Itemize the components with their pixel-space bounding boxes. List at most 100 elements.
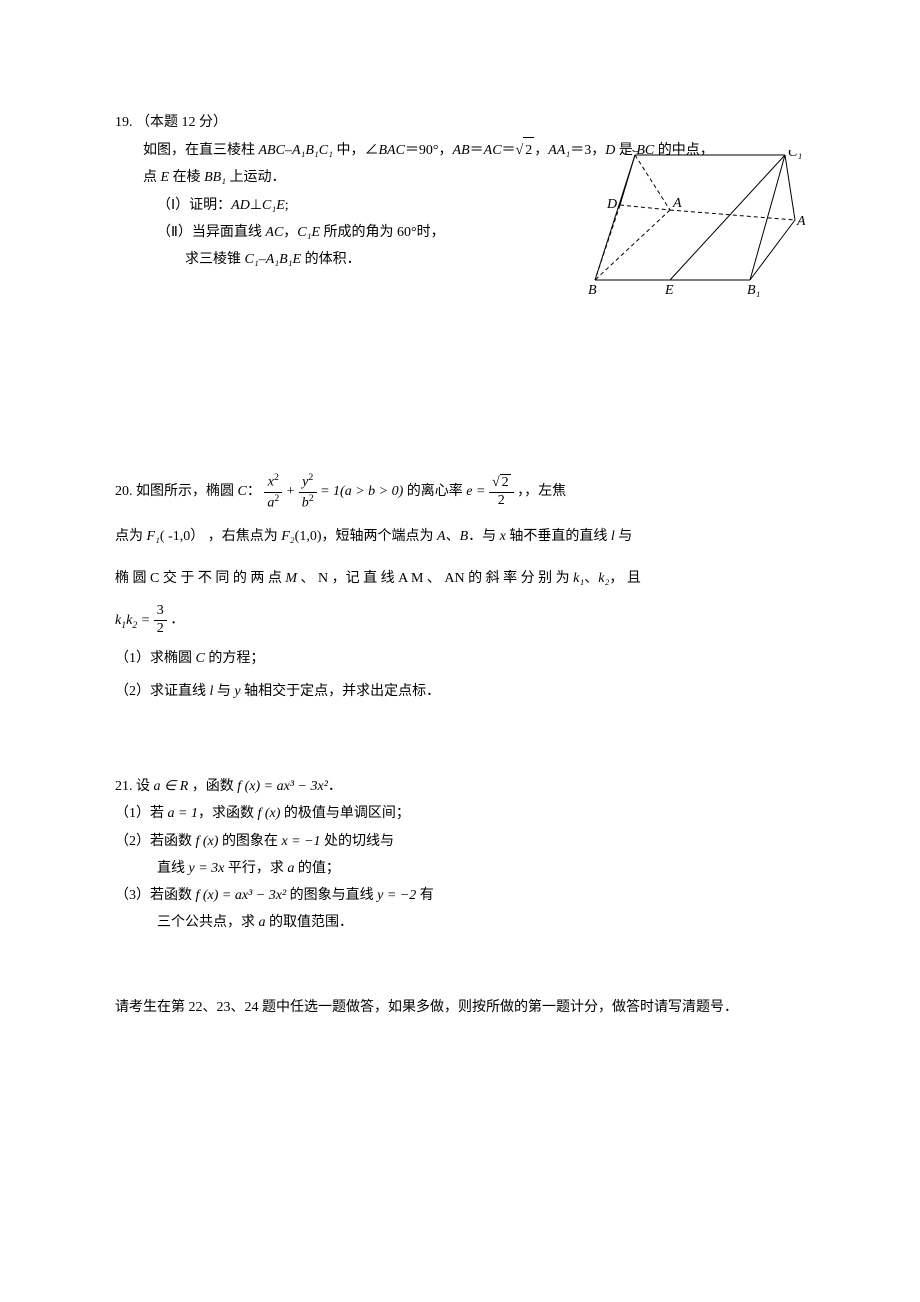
- text: （1）求椭圆: [115, 651, 196, 666]
- text: 上运动．: [226, 170, 286, 185]
- p21-line1: 21. 设 a ∈ R ，函数 f (x) = ax³ − 3x²．: [115, 774, 805, 799]
- text: 轴相交于定点，并求出定点标．: [241, 684, 441, 699]
- problem-19: 19. （本题 12 分） 如图，在直三棱柱 ABC–A₁B₁C₁ 中，∠BAC…: [115, 110, 805, 272]
- p21-number: 21.: [115, 779, 133, 794]
- perp-icon: ⊥: [250, 198, 262, 213]
- bb1-label: BB₁: [204, 170, 226, 185]
- fx-expr: f (x) = ax³ − 3x²: [237, 779, 328, 794]
- p19-header: 19. （本题 12 分）: [115, 110, 805, 135]
- eq-expr: = 1(a > b > 0): [320, 484, 403, 499]
- text: 如图所示，椭圆: [133, 484, 238, 499]
- fx-label: f (x): [257, 806, 280, 821]
- text: ，左焦: [524, 484, 566, 499]
- f2-label: F₂: [281, 529, 294, 544]
- f2-coord: (1,0): [295, 529, 322, 544]
- p19-number: 19.: [115, 115, 133, 130]
- text: ．与: [468, 529, 500, 544]
- text: ＝: [502, 143, 516, 158]
- text: ，短轴两个端点为: [322, 529, 438, 544]
- text: ．: [328, 779, 342, 794]
- a-in-r: a ∈ R: [154, 779, 189, 794]
- text: 、: [584, 571, 598, 586]
- text: 与: [213, 684, 234, 699]
- problem-20: 20. 如图所示，椭圆 C： x2a2 + y2b2 = 1(a > b > 0…: [115, 472, 805, 704]
- p20-number: 20.: [115, 484, 133, 499]
- text: ;: [285, 198, 289, 213]
- p20-part1: （1）求椭圆 C 的方程；: [115, 646, 805, 671]
- text: ，: [534, 143, 548, 158]
- c-label: C: [238, 484, 247, 499]
- text: （Ⅱ）当异面直线: [157, 225, 265, 240]
- tetra-label: C₁–A₁B₁E: [245, 252, 302, 267]
- p20-part2: （2）求证直线 l 与 y 轴相交于定点，并求出定点标．: [115, 679, 805, 704]
- text: 的图象在: [218, 834, 281, 849]
- text: ，求函数: [198, 806, 258, 821]
- sqrt-icon: 2: [516, 137, 535, 163]
- text: 求三棱锥: [185, 252, 245, 267]
- ab-label: AB: [453, 143, 470, 158]
- fx-label: f (x): [196, 834, 219, 849]
- text: ＝: [470, 143, 484, 158]
- y3x-expr: y = 3x: [189, 861, 225, 876]
- f1-coord: ( -1,0）: [160, 529, 204, 544]
- text: 椭 圆 C 交 于 不 同 的 两 点: [115, 571, 285, 586]
- text: 平行，求: [224, 861, 287, 876]
- label-C1: C₁: [788, 150, 802, 160]
- p19-header-text: （本题 12 分）: [136, 115, 227, 130]
- c1e-label: C₁E: [262, 198, 285, 213]
- text: ，: [283, 225, 297, 240]
- text: 有: [416, 888, 434, 903]
- p21-part3-line2: 三个公共点，求 a 的取值范围．: [115, 910, 805, 935]
- k1k2-expr: k1k2 =: [115, 613, 154, 628]
- p21-part3-line1: （3）若函数 f (x) = ax³ − 3x² 的图象与直线 y = −2 有: [115, 883, 805, 908]
- fraction-y2b2: y2b2: [299, 472, 317, 512]
- text: 的值；: [294, 861, 340, 876]
- a-var: a: [259, 915, 266, 930]
- text: （1）若: [115, 806, 168, 821]
- ac-label: AC: [265, 225, 283, 240]
- sqrt-value: 2: [523, 137, 534, 163]
- a-label: A: [437, 529, 446, 544]
- label-B1: B₁: [747, 283, 760, 298]
- text: 的极值与单调区间；: [280, 806, 410, 821]
- text: 三个公共点，求: [157, 915, 259, 930]
- text: 、: [446, 529, 460, 544]
- a-eq-1: a = 1: [168, 806, 198, 821]
- p20-line1: 20. 如图所示，椭圆 C： x2a2 + y2b2 = 1(a > b > 0…: [115, 472, 805, 512]
- text: 的方程；: [205, 651, 265, 666]
- c1e-label: C₁E: [297, 225, 320, 240]
- text: 在棱: [169, 170, 204, 185]
- prism-label: ABC–A₁B₁C₁: [259, 143, 333, 158]
- label-C: C: [631, 150, 641, 156]
- e-label: E: [161, 170, 170, 185]
- p20-line3: 椭 圆 C 交 于 不 同 的 两 点 M 、 N ，记 直 线 A M 、 A…: [115, 562, 805, 596]
- label-D: D: [606, 197, 617, 212]
- text: 、 N ，记 直 线 A M 、 AN 的 斜 率 分 别 为: [297, 571, 573, 586]
- text: 与: [615, 529, 633, 544]
- p21-part1: （1）若 a = 1，求函数 f (x) 的极值与单调区间；: [115, 801, 805, 826]
- problem-21: 21. 设 a ∈ R ，函数 f (x) = ax³ − 3x²． （1）若 …: [115, 774, 805, 935]
- plus-icon: +: [286, 484, 299, 499]
- f1-label: F₁: [147, 529, 160, 544]
- text: （2）若函数: [115, 834, 196, 849]
- p20-line2: 点为 F₁( -1,0） ，右焦点为 F₂(1,0)，短轴两个端点为 A、B．与…: [115, 520, 805, 554]
- p21-part2-line2: 直线 y = 3x 平行，求 a 的值；: [115, 856, 805, 881]
- e-eq: e =: [466, 484, 489, 499]
- text: 直线: [157, 861, 189, 876]
- text: 的图象与直线: [286, 888, 377, 903]
- fx-expr: f (x) = ax³ − 3x²: [196, 888, 287, 903]
- ad-label: AD: [231, 198, 250, 213]
- text: 的取值范围．: [266, 915, 354, 930]
- aa1-label: AA₁: [548, 143, 570, 158]
- ac-label: AC: [484, 143, 502, 158]
- m-label: M: [285, 571, 297, 586]
- text: 中，∠: [333, 143, 379, 158]
- text: （Ⅰ）证明：: [157, 198, 231, 213]
- text: ， 且: [609, 571, 641, 586]
- text: ，函数: [188, 779, 237, 794]
- p21-part2-line1: （2）若函数 f (x) 的图象在 x = −1 处的切线与: [115, 829, 805, 854]
- k1-label: k₁: [573, 571, 584, 586]
- c-label: C: [196, 651, 205, 666]
- angle-label: BAC: [378, 143, 404, 158]
- text: 设: [133, 779, 154, 794]
